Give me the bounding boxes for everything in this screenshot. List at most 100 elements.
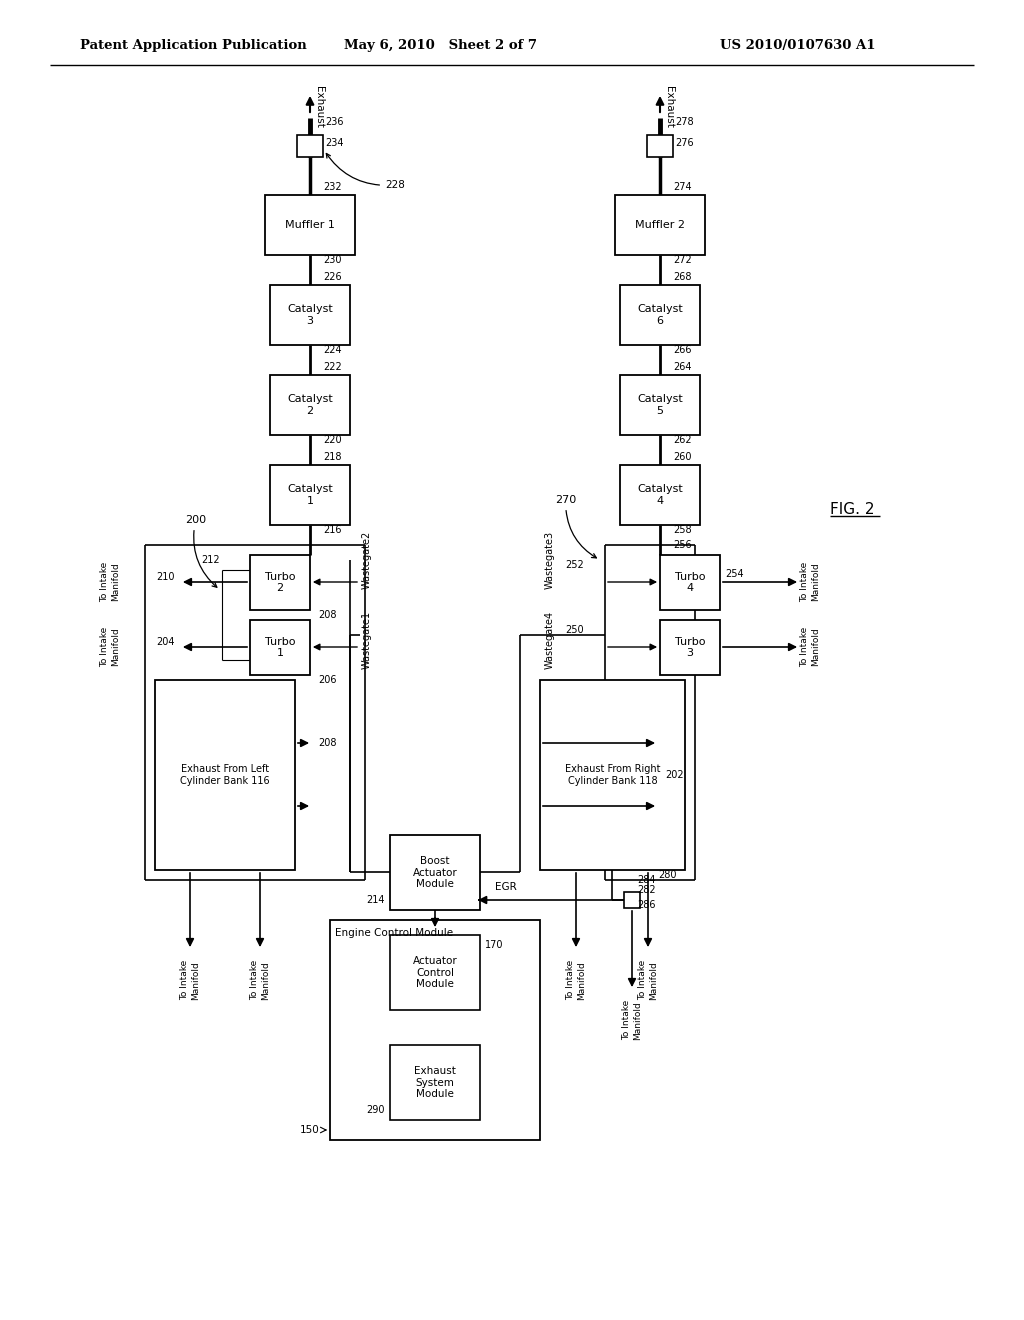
Text: Wastegate4: Wastegate4 — [545, 611, 555, 669]
Text: 200: 200 — [185, 515, 217, 587]
FancyBboxPatch shape — [270, 285, 350, 345]
Text: 278: 278 — [675, 117, 693, 127]
Text: Catalyst
6: Catalyst 6 — [637, 304, 683, 326]
Text: 282: 282 — [637, 884, 655, 895]
FancyBboxPatch shape — [250, 554, 310, 610]
Text: 262: 262 — [673, 436, 691, 445]
Text: 264: 264 — [673, 362, 691, 372]
Text: Muffler 1: Muffler 1 — [285, 220, 335, 230]
Text: 260: 260 — [673, 451, 691, 462]
Text: To Intake
Manifold: To Intake Manifold — [801, 562, 819, 602]
FancyBboxPatch shape — [250, 620, 310, 675]
Text: To Intake
Manifold: To Intake Manifold — [180, 960, 200, 1001]
Text: Exhaust
System
Module: Exhaust System Module — [414, 1067, 456, 1100]
Text: 208: 208 — [318, 610, 337, 620]
Text: 274: 274 — [673, 182, 691, 191]
Text: 280: 280 — [658, 870, 677, 880]
FancyBboxPatch shape — [265, 195, 355, 255]
Text: Muffler 2: Muffler 2 — [635, 220, 685, 230]
Text: Actuator
Control
Module: Actuator Control Module — [413, 956, 458, 989]
Text: Catalyst
5: Catalyst 5 — [637, 395, 683, 416]
Text: To Intake
Manifold: To Intake Manifold — [638, 960, 657, 1001]
Text: Catalyst
2: Catalyst 2 — [287, 395, 333, 416]
Text: Exhaust: Exhaust — [664, 86, 674, 128]
Text: 284: 284 — [637, 875, 655, 884]
Text: Wastegate3: Wastegate3 — [545, 531, 555, 589]
Text: Catalyst
1: Catalyst 1 — [287, 484, 333, 506]
FancyBboxPatch shape — [390, 836, 480, 909]
Text: 254: 254 — [725, 569, 743, 579]
FancyBboxPatch shape — [660, 554, 720, 610]
Text: 270: 270 — [555, 495, 596, 558]
Text: 226: 226 — [323, 272, 342, 282]
FancyBboxPatch shape — [540, 680, 685, 870]
Text: 216: 216 — [323, 525, 341, 535]
Text: 276: 276 — [675, 139, 693, 148]
FancyBboxPatch shape — [620, 465, 700, 525]
Text: Exhaust: Exhaust — [314, 86, 324, 128]
Text: 206: 206 — [318, 675, 337, 685]
FancyBboxPatch shape — [660, 620, 720, 675]
Text: EGR: EGR — [495, 882, 517, 892]
Text: FIG. 2: FIG. 2 — [830, 503, 874, 517]
Text: To Intake
Manifold: To Intake Manifold — [250, 960, 269, 1001]
Text: 204: 204 — [157, 638, 175, 647]
Text: 232: 232 — [323, 182, 342, 191]
Text: Patent Application Publication: Patent Application Publication — [80, 38, 307, 51]
Text: Catalyst
3: Catalyst 3 — [287, 304, 333, 326]
Text: Turbo
2: Turbo 2 — [265, 572, 295, 593]
Text: 256: 256 — [673, 540, 691, 550]
FancyBboxPatch shape — [615, 195, 705, 255]
Text: 210: 210 — [157, 572, 175, 582]
Text: 170: 170 — [485, 940, 504, 950]
Text: 234: 234 — [325, 139, 343, 148]
Text: Wastegate2: Wastegate2 — [362, 531, 372, 589]
FancyBboxPatch shape — [270, 375, 350, 436]
FancyBboxPatch shape — [647, 135, 673, 157]
FancyBboxPatch shape — [330, 920, 540, 1140]
Text: 220: 220 — [323, 436, 342, 445]
Text: 236: 236 — [325, 117, 343, 127]
Text: 272: 272 — [673, 255, 692, 265]
FancyBboxPatch shape — [155, 680, 295, 870]
Text: 218: 218 — [323, 451, 341, 462]
FancyBboxPatch shape — [620, 285, 700, 345]
Text: 290: 290 — [367, 1105, 385, 1115]
Text: To Intake
Manifold: To Intake Manifold — [566, 960, 586, 1001]
Text: 212: 212 — [202, 554, 220, 565]
Text: US 2010/0107630 A1: US 2010/0107630 A1 — [720, 38, 876, 51]
FancyBboxPatch shape — [390, 1045, 480, 1119]
Text: 222: 222 — [323, 362, 342, 372]
Text: 208: 208 — [318, 738, 337, 748]
Text: To Intake
Manifold: To Intake Manifold — [100, 627, 120, 667]
Text: 150: 150 — [300, 1125, 319, 1135]
Text: Turbo
1: Turbo 1 — [265, 636, 295, 659]
Text: Engine Control Module: Engine Control Module — [335, 928, 454, 939]
FancyBboxPatch shape — [270, 465, 350, 525]
Text: Wastegate1: Wastegate1 — [362, 611, 372, 669]
Text: 258: 258 — [673, 525, 691, 535]
Text: 214: 214 — [367, 895, 385, 906]
FancyBboxPatch shape — [390, 935, 480, 1010]
FancyBboxPatch shape — [620, 375, 700, 436]
Text: Exhaust From Left
Cylinder Bank 116: Exhaust From Left Cylinder Bank 116 — [180, 764, 269, 785]
FancyBboxPatch shape — [624, 892, 640, 908]
Text: Boost
Actuator
Module: Boost Actuator Module — [413, 855, 458, 890]
Text: 268: 268 — [673, 272, 691, 282]
Text: 266: 266 — [673, 345, 691, 355]
Text: 252: 252 — [565, 560, 584, 570]
FancyBboxPatch shape — [297, 135, 323, 157]
Text: May 6, 2010   Sheet 2 of 7: May 6, 2010 Sheet 2 of 7 — [343, 38, 537, 51]
Text: 224: 224 — [323, 345, 342, 355]
Text: To Intake
Manifold: To Intake Manifold — [801, 627, 819, 667]
Text: To Intake
Manifold: To Intake Manifold — [100, 562, 120, 602]
Text: 250: 250 — [565, 624, 584, 635]
Text: 286: 286 — [637, 900, 655, 909]
Text: Catalyst
4: Catalyst 4 — [637, 484, 683, 506]
Text: To Intake
Manifold: To Intake Manifold — [623, 1001, 642, 1040]
Text: 230: 230 — [323, 255, 341, 265]
Text: 202: 202 — [665, 770, 684, 780]
Text: Exhaust From Right
Cylinder Bank 118: Exhaust From Right Cylinder Bank 118 — [565, 764, 660, 785]
Text: 228: 228 — [327, 153, 404, 190]
Text: Turbo
4: Turbo 4 — [675, 572, 706, 593]
